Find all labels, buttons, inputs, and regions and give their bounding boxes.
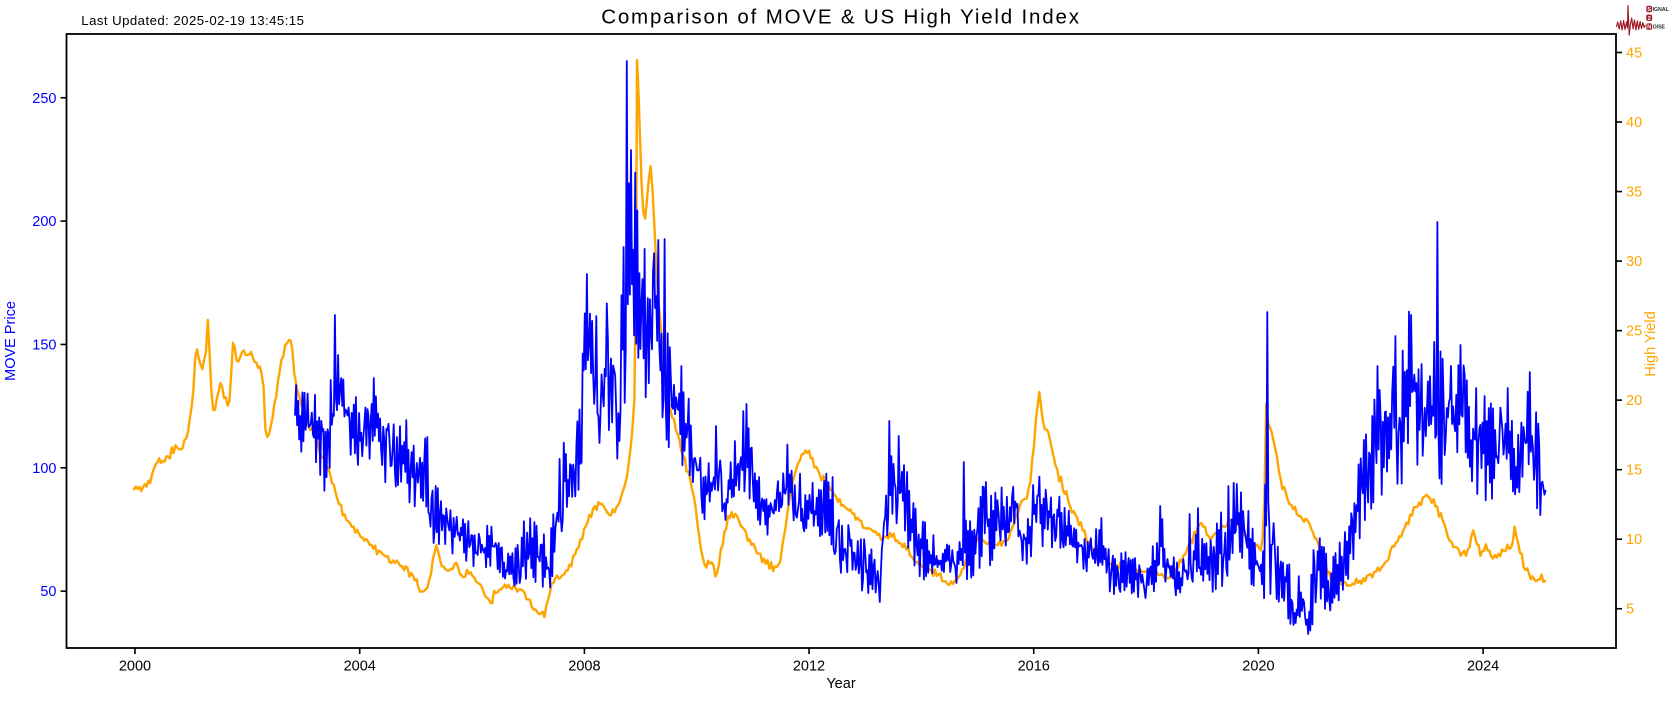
svg-text:35: 35 bbox=[1626, 185, 1642, 201]
svg-text:N: N bbox=[1647, 25, 1651, 31]
svg-text:20: 20 bbox=[1626, 393, 1642, 409]
svg-text:2020: 2020 bbox=[1242, 659, 1274, 675]
svg-text:2: 2 bbox=[1648, 16, 1651, 22]
svg-text:2000: 2000 bbox=[119, 659, 151, 675]
svg-text:2016: 2016 bbox=[1018, 659, 1050, 675]
svg-text:2012: 2012 bbox=[793, 659, 825, 675]
svg-text:Last Updated: 2025-02-19 13:45: Last Updated: 2025-02-19 13:45:15 bbox=[81, 13, 304, 28]
svg-text:30: 30 bbox=[1626, 254, 1642, 270]
svg-text:25: 25 bbox=[1626, 324, 1642, 340]
svg-text:150: 150 bbox=[32, 337, 56, 353]
svg-text:2024: 2024 bbox=[1467, 659, 1499, 675]
svg-text:S: S bbox=[1647, 7, 1651, 13]
svg-text:High Yield: High Yield bbox=[1643, 311, 1659, 376]
svg-text:100: 100 bbox=[32, 461, 56, 477]
svg-text:IGNAL: IGNAL bbox=[1653, 7, 1670, 13]
svg-text:5: 5 bbox=[1626, 602, 1634, 618]
svg-text:Comparison of MOVE & US High Y: Comparison of MOVE & US High Yield Index bbox=[601, 6, 1081, 29]
svg-text:250: 250 bbox=[32, 91, 56, 107]
svg-text:2008: 2008 bbox=[568, 659, 600, 675]
svg-text:2004: 2004 bbox=[344, 659, 376, 675]
svg-text:OISE: OISE bbox=[1653, 25, 1666, 31]
svg-text:15: 15 bbox=[1626, 463, 1642, 479]
svg-text:50: 50 bbox=[40, 584, 56, 600]
svg-text:200: 200 bbox=[32, 214, 56, 230]
svg-text:Year: Year bbox=[826, 676, 855, 692]
svg-text:MOVE Price: MOVE Price bbox=[3, 301, 19, 381]
svg-text:45: 45 bbox=[1626, 46, 1642, 62]
svg-text:40: 40 bbox=[1626, 115, 1642, 131]
svg-text:10: 10 bbox=[1626, 532, 1642, 548]
